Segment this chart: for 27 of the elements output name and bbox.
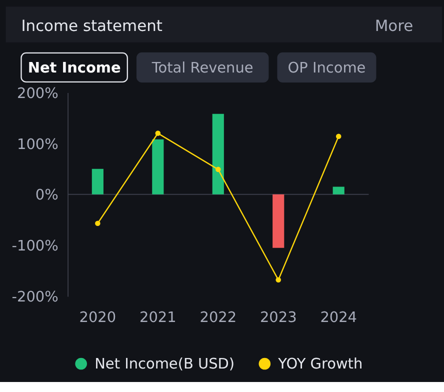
point xyxy=(155,130,161,136)
point xyxy=(215,166,221,172)
y-tick-label: 0% xyxy=(35,188,58,204)
x-tick-label: 2024 xyxy=(320,310,358,326)
text: OP Income xyxy=(288,60,366,76)
bar xyxy=(92,168,104,194)
text: More xyxy=(374,16,414,35)
y-tick-label: -200% xyxy=(12,290,58,306)
point xyxy=(336,134,342,139)
text: Total Revenue xyxy=(150,60,254,76)
point xyxy=(276,277,282,283)
x-tick-label: 2020 xyxy=(79,310,116,326)
legend-label: Net Income(B USD) xyxy=(94,356,235,373)
x-tick-label: 2023 xyxy=(260,310,297,326)
x-tick-label: 2021 xyxy=(139,310,176,326)
y-tick-label: -100% xyxy=(12,238,58,255)
y-tick-label: 200% xyxy=(17,86,58,102)
bar xyxy=(332,186,344,194)
bar xyxy=(272,194,284,248)
text: Net Income xyxy=(28,60,121,76)
chart-title: Income statement xyxy=(21,16,162,35)
point xyxy=(95,220,100,226)
y-tick-label: 100% xyxy=(17,136,58,153)
legend-label: YOY Growth xyxy=(277,356,363,373)
bar xyxy=(212,114,224,194)
x-tick-label: 2022 xyxy=(200,310,237,326)
bar xyxy=(152,139,164,194)
